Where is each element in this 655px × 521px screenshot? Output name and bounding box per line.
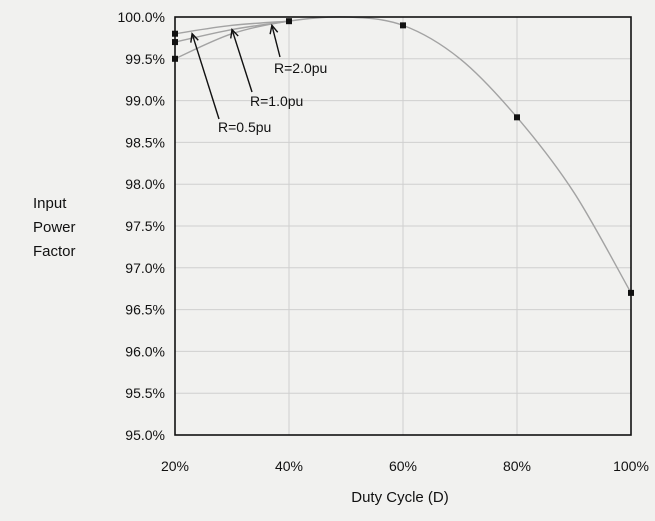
x-tick-label: 80% xyxy=(503,458,531,474)
x-tick-label: 40% xyxy=(275,458,303,474)
y-tick-label: 99.0% xyxy=(125,93,165,109)
y-tick-label: 96.5% xyxy=(125,302,165,318)
x-axis-label: Duty Cycle (D) xyxy=(351,489,449,506)
annotation-label: R=0.5pu xyxy=(218,119,271,135)
series-marker-R=0.5pu xyxy=(286,18,292,25)
annotation-arrow xyxy=(191,33,220,120)
y-tick-label: 97.5% xyxy=(125,218,165,234)
y-tick-label: 98.0% xyxy=(125,176,165,192)
y-axis-label-line-3: Factor xyxy=(33,243,76,260)
y-tick-label: 95.5% xyxy=(125,385,165,401)
annotation-label: R=2.0pu xyxy=(274,60,327,76)
y-tick-labels: 95.0% 95.5% 96.0% 96.5% 97.0% 97.5% 98.0% 98.5%… xyxy=(118,9,165,443)
annotation-arrowhead xyxy=(190,32,199,43)
annotation-arrow xyxy=(271,25,281,58)
series-line-R=0.5pu xyxy=(174,16,632,294)
annotation-arrow xyxy=(231,29,253,93)
x-tick-label: 20% xyxy=(161,458,189,474)
plot-frame xyxy=(174,16,632,436)
series-line-R=2.0pu xyxy=(174,20,290,35)
y-tick-label: 98.5% xyxy=(125,134,165,150)
series-marker-R=0.5pu xyxy=(514,114,520,121)
annotation-label: R=1.0pu xyxy=(250,93,303,109)
x-tick-label: 60% xyxy=(389,458,417,474)
series-marker-R=0.5pu xyxy=(400,22,406,29)
x-tick-labels: 20% 40% 60% 80% 100% xyxy=(161,458,649,474)
annotations: R=2.0pu R=1.0pu R=0.5pu xyxy=(190,23,327,135)
y-tick-label: 100.0% xyxy=(118,9,165,25)
annotation-arrowhead xyxy=(230,28,239,39)
grid-lines xyxy=(174,16,632,436)
annotation-arrowhead xyxy=(269,23,279,35)
y-tick-label: 95.0% xyxy=(125,427,165,443)
x-tick-label: 100% xyxy=(613,458,649,474)
y-axis-label-line-2: Power xyxy=(33,219,76,236)
y-axis-label-line-1: Input xyxy=(33,195,67,212)
y-tick-label: 99.5% xyxy=(125,51,165,67)
y-tick-label: 97.0% xyxy=(125,260,165,276)
y-tick-label: 96.0% xyxy=(125,343,165,359)
